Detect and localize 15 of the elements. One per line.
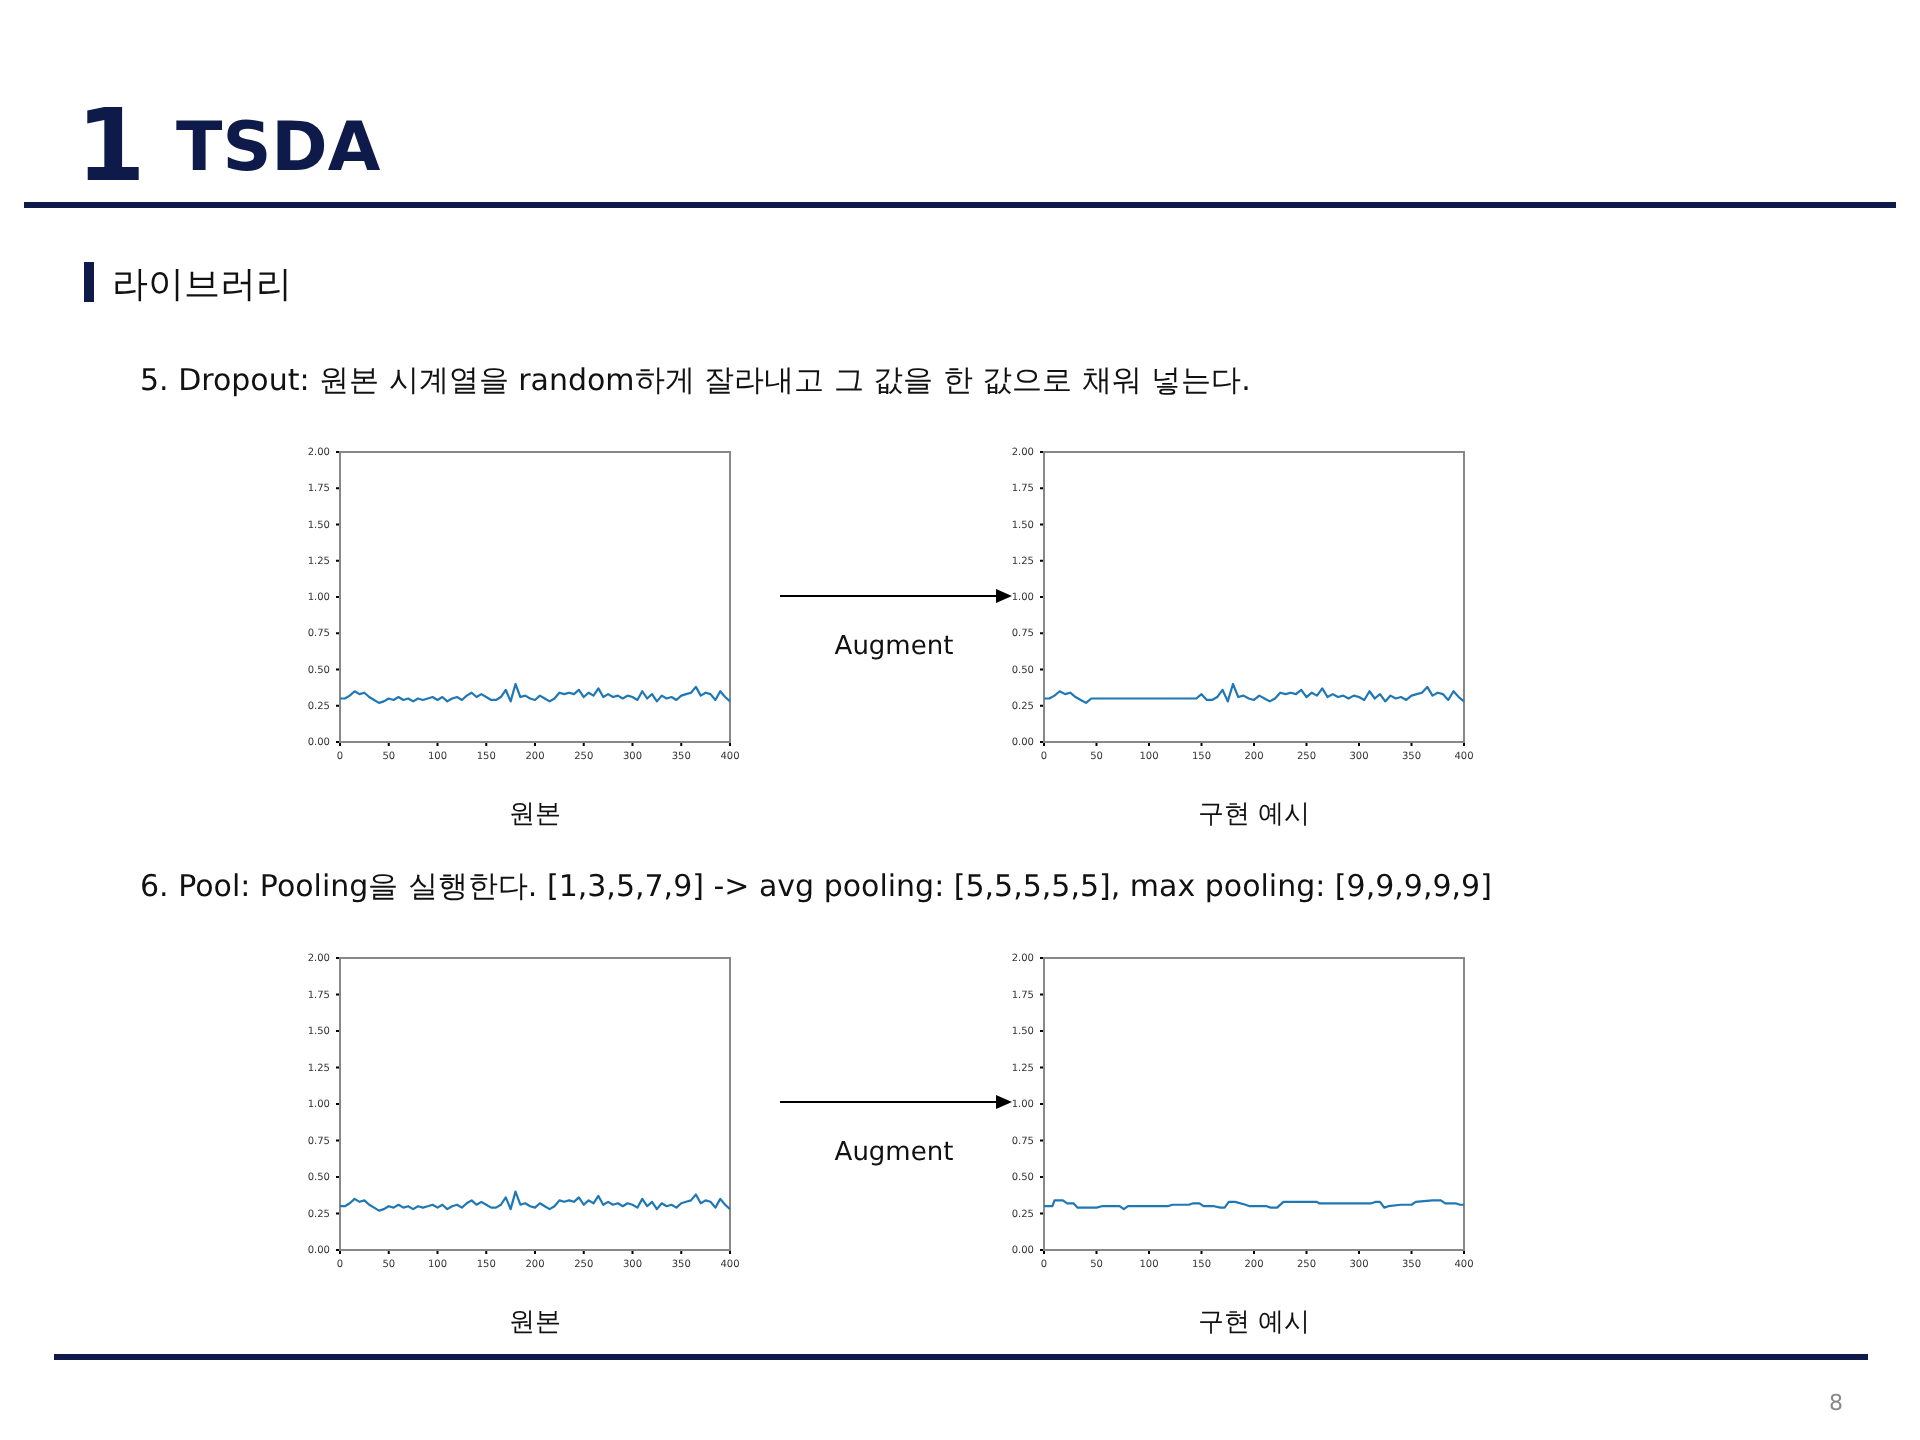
line-series [338, 1190, 732, 1212]
x-axis-title: 원본 [509, 1308, 561, 1338]
line-series [1042, 682, 1466, 704]
x-axis-title: 구현 예시 [1197, 800, 1311, 830]
x-axis-title: 구현 예시 [1197, 1308, 1311, 1338]
text: 1 [76, 88, 146, 204]
text: 라이브러리 [112, 264, 292, 306]
text: Augment [834, 1138, 954, 1168]
text: Augment [834, 632, 954, 662]
text: 8 [1829, 1390, 1843, 1416]
x-axis-title: 원본 [509, 800, 561, 830]
chart-title: 5. Dropout: 원본 시계열을 random하게 잘라내고 그 값을 한 값으로 채워 넣는다. [140, 362, 1251, 398]
text: 6. Pool: Pooling을 실행한다. [1,3,5,7,9] -> avg pooling: [5,5,5,5,5], max pooling: [9,9,9,9,9] [140, 868, 1492, 904]
text: TSDA [176, 108, 382, 188]
line-series [338, 682, 732, 704]
